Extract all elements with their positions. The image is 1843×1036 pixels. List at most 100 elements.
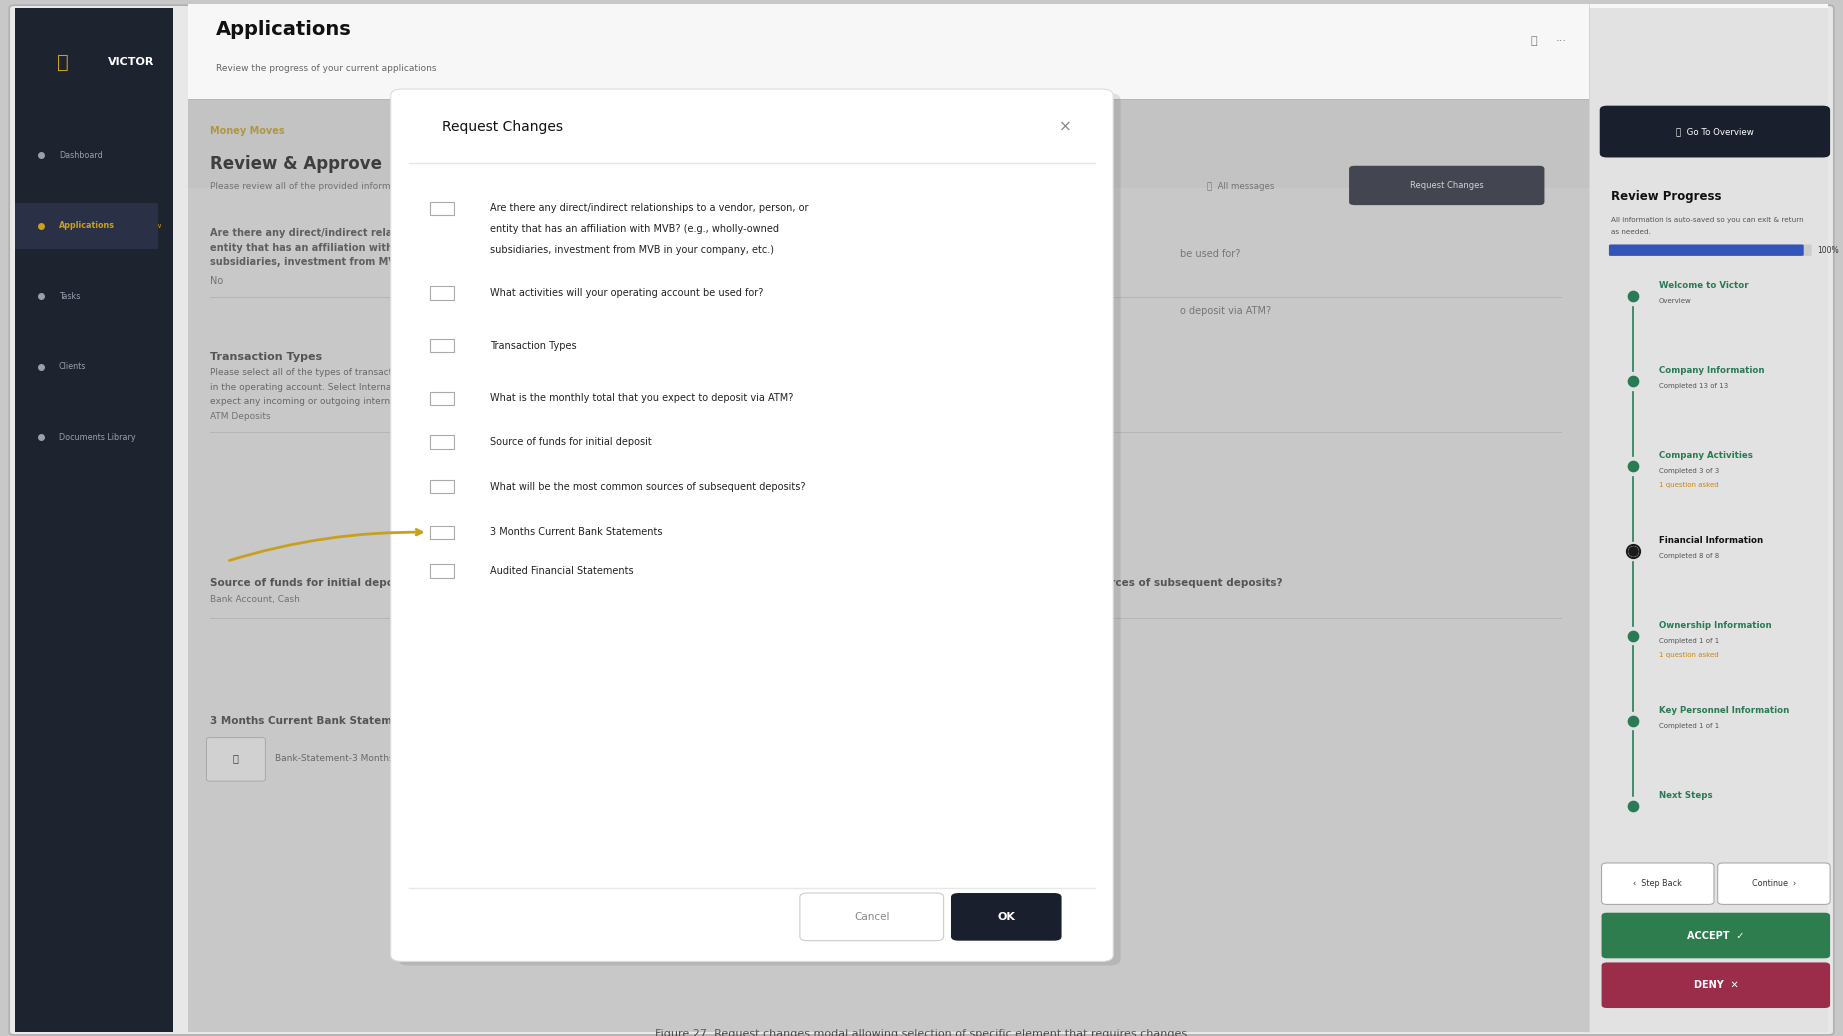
FancyBboxPatch shape bbox=[1602, 863, 1714, 904]
Text: Please review all of the provided information: Please review all of the provided inform… bbox=[210, 182, 413, 191]
Text: Company Activities: Company Activities bbox=[1659, 452, 1753, 460]
Bar bbox=[188, 99, 1589, 1032]
Text: All information is auto-saved so you can exit & return: All information is auto-saved so you can… bbox=[1611, 217, 1804, 223]
Text: Bank Account, Cash: Bank Account, Cash bbox=[210, 596, 300, 604]
Text: entity that has an affiliation with MVB? (e.g., wholly-owned: entity that has an affiliation with MVB?… bbox=[490, 224, 780, 234]
Text: 1 question asked: 1 question asked bbox=[1659, 652, 1718, 658]
Bar bbox=[15, 8, 173, 1032]
Text: Cancel: Cancel bbox=[853, 912, 890, 922]
FancyBboxPatch shape bbox=[951, 893, 1062, 941]
Text: What will be the most common sources of subsequent deposits?: What will be the most common sources of … bbox=[903, 578, 1283, 588]
Text: Figure 27. Request changes modal allowing selection of specific element that req: Figure 27. Request changes modal allowin… bbox=[656, 1029, 1187, 1036]
Text: Documents Library: Documents Library bbox=[59, 433, 136, 441]
Text: entity that has an affiliation with MVB? (: entity that has an affiliation with MVB?… bbox=[210, 242, 435, 253]
Bar bbox=[15, 203, 158, 249]
Text: cash: cash bbox=[903, 596, 923, 604]
Text: subsidiaries, investment from MVB in your company, etc.): subsidiaries, investment from MVB in you… bbox=[490, 244, 774, 255]
Bar bbox=[429, 525, 453, 539]
Text: Applications: Applications bbox=[59, 222, 114, 230]
Text: in the operating account. Select Interna: in the operating account. Select Interna bbox=[210, 383, 391, 392]
Point bbox=[1618, 458, 1648, 474]
Bar bbox=[429, 286, 453, 299]
Point bbox=[1618, 543, 1648, 559]
Point bbox=[1618, 628, 1648, 644]
Text: Completed 8 of 8: Completed 8 of 8 bbox=[1659, 553, 1720, 559]
Text: subsidiaries, investment from MVB in yo: subsidiaries, investment from MVB in yo bbox=[210, 257, 433, 267]
Text: Completed 13 of 13: Completed 13 of 13 bbox=[1659, 383, 1729, 390]
Text: VICTOR: VICTOR bbox=[107, 57, 155, 67]
Text: Completed 1 of 1: Completed 1 of 1 bbox=[1659, 638, 1720, 644]
Text: Completed 3 of 3: Completed 3 of 3 bbox=[1659, 468, 1720, 474]
Text: 1 question asked: 1 question asked bbox=[1659, 482, 1718, 488]
Text: Are there any direct/indirect relationships to a vendor, person, or: Are there any direct/indirect relationsh… bbox=[490, 203, 809, 213]
Text: Continue  ›: Continue › bbox=[1753, 880, 1795, 888]
Bar bbox=[188, 188, 1589, 1032]
FancyBboxPatch shape bbox=[9, 5, 1834, 1035]
FancyBboxPatch shape bbox=[1349, 166, 1544, 205]
FancyBboxPatch shape bbox=[1609, 244, 1804, 256]
Text: 3 Months Current Bank Statements: 3 Months Current Bank Statements bbox=[490, 527, 663, 538]
Bar bbox=[188, 4, 1828, 99]
Text: o deposit via ATM?: o deposit via ATM? bbox=[1180, 306, 1270, 316]
Text: No: No bbox=[210, 276, 223, 286]
Text: Ownership Information: Ownership Information bbox=[1659, 622, 1771, 630]
Text: Review & Approve: Review & Approve bbox=[210, 154, 382, 173]
Text: Bank-Statement-3 Months.png: Bank-Statement-3 Months.png bbox=[275, 754, 413, 762]
FancyBboxPatch shape bbox=[1609, 244, 1812, 256]
Text: Tasks: Tasks bbox=[59, 292, 81, 300]
Text: expect any incoming or outgoing internat: expect any incoming or outgoing internat bbox=[210, 398, 400, 406]
FancyBboxPatch shape bbox=[398, 93, 1121, 966]
Text: Dashboard: Dashboard bbox=[59, 151, 103, 160]
FancyBboxPatch shape bbox=[1718, 863, 1830, 904]
Text: Request Changes: Request Changes bbox=[442, 120, 564, 134]
Text: Source of funds for initial deposit: Source of funds for initial deposit bbox=[490, 437, 652, 448]
Text: Welcome to Victor: Welcome to Victor bbox=[1659, 282, 1749, 290]
Text: ∨: ∨ bbox=[157, 223, 160, 229]
Text: Review Progress: Review Progress bbox=[1611, 191, 1721, 203]
Text: Financial Information: Financial Information bbox=[1659, 537, 1762, 545]
Bar bbox=[429, 201, 453, 215]
Text: Overview: Overview bbox=[1659, 298, 1692, 305]
FancyBboxPatch shape bbox=[800, 893, 944, 941]
Text: 🏺: 🏺 bbox=[57, 53, 70, 71]
Text: Transaction Types: Transaction Types bbox=[210, 352, 323, 363]
Text: ⬜: ⬜ bbox=[1530, 36, 1537, 47]
Text: Key Personnel Information: Key Personnel Information bbox=[1659, 707, 1790, 715]
Text: Completed 1 of 1: Completed 1 of 1 bbox=[1659, 723, 1720, 729]
FancyBboxPatch shape bbox=[1600, 106, 1830, 157]
Point bbox=[1618, 543, 1648, 559]
Text: 100%: 100% bbox=[1817, 246, 1839, 255]
Text: Next Steps: Next Steps bbox=[1659, 792, 1712, 800]
FancyBboxPatch shape bbox=[206, 738, 265, 781]
Text: 3 Months Current Bank Statements: 3 Months Current Bank Statements bbox=[210, 716, 418, 726]
Text: DENY  ✕: DENY ✕ bbox=[1694, 980, 1738, 990]
Bar bbox=[429, 392, 453, 405]
Text: Please select all of the types of transact: Please select all of the types of transa… bbox=[210, 369, 393, 377]
FancyBboxPatch shape bbox=[1602, 962, 1830, 1008]
Point bbox=[1618, 373, 1648, 390]
Text: Transaction Types: Transaction Types bbox=[490, 341, 577, 350]
Text: ···: ··· bbox=[1555, 36, 1567, 47]
Text: What is the monthly total that you expect to deposit via ATM?: What is the monthly total that you expec… bbox=[490, 394, 794, 403]
Text: ACCEPT  ✓: ACCEPT ✓ bbox=[1686, 930, 1745, 941]
Text: What activities will your operating account be used for?: What activities will your operating acco… bbox=[490, 288, 763, 297]
FancyBboxPatch shape bbox=[391, 89, 1113, 961]
Text: What will be the most common sources of subsequent deposits?: What will be the most common sources of … bbox=[490, 482, 805, 491]
Point bbox=[1618, 288, 1648, 305]
Text: ‹  Step Back: ‹ Step Back bbox=[1633, 880, 1683, 888]
Text: Audited Financial Statements: Audited Financial Statements bbox=[490, 566, 634, 576]
Text: Company Information: Company Information bbox=[1659, 367, 1764, 375]
Text: ⏱  Go To Overview: ⏱ Go To Overview bbox=[1675, 127, 1755, 136]
Point bbox=[1618, 798, 1648, 814]
Point bbox=[1618, 713, 1648, 729]
Text: ATM Deposits: ATM Deposits bbox=[210, 412, 271, 421]
Text: as needed.: as needed. bbox=[1611, 229, 1651, 235]
Text: Money Moves: Money Moves bbox=[210, 125, 284, 136]
Text: ⟳  Under Review: ⟳ Under Review bbox=[1041, 182, 1113, 191]
Text: Request Changes: Request Changes bbox=[1410, 181, 1484, 190]
Text: be used for?: be used for? bbox=[1180, 249, 1240, 259]
Text: OK: OK bbox=[997, 912, 1015, 922]
Bar bbox=[429, 480, 453, 493]
FancyBboxPatch shape bbox=[1602, 913, 1830, 958]
Bar bbox=[429, 435, 453, 449]
